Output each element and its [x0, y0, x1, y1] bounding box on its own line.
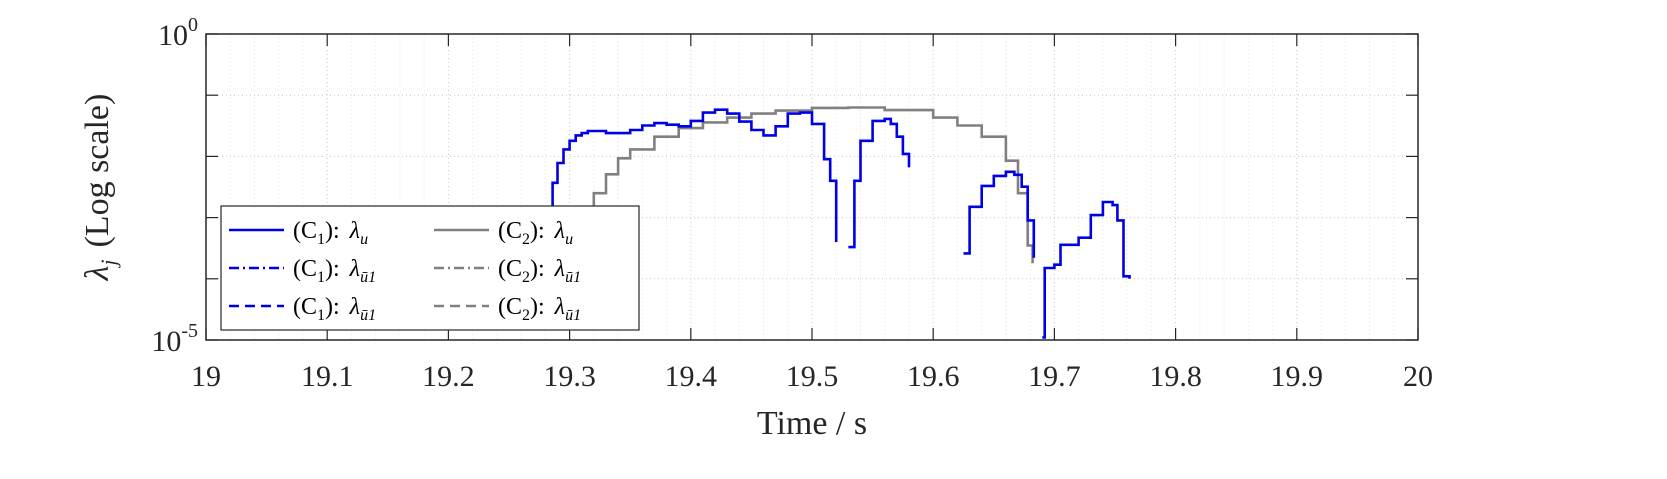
y-tick-label-base: 10	[151, 325, 181, 358]
x-axis-label: Time / s	[757, 405, 867, 442]
y-tick-label-exp: -5	[181, 320, 198, 342]
series-line	[963, 170, 1036, 258]
tick-labels: 19 19.1 19.2 19.3 19.4 19.5 19.6 19.7 19.8 19.9 20…	[151, 14, 1433, 393]
legend-entry: (C2): λu	[498, 218, 573, 248]
y-axis-label-text: (Log scale)	[79, 94, 116, 248]
x-tick-label: 19.8	[1149, 360, 1202, 393]
y-tick-label: 100	[158, 14, 198, 52]
legend: (C1): λu (C1): λū1 (C1): λū1 (C2): λu (C2): …	[220, 205, 640, 331]
y-tick-label-exp: 0	[188, 14, 198, 36]
x-tick-label: 20	[1403, 360, 1433, 393]
x-tick-label: 19	[191, 360, 221, 393]
series-line	[1042, 200, 1131, 339]
series-line	[542, 108, 838, 274]
x-tick-label: 19.6	[907, 360, 960, 393]
legend-entry: (C1): λu	[293, 218, 368, 248]
y-axis-label: λj (Log scale)	[79, 94, 121, 282]
y-tick-label: 10-5	[151, 320, 198, 358]
y-axis-label-symbol: λ	[79, 266, 116, 282]
x-tick-label: 19.4	[665, 360, 718, 393]
legend-entry: (C2): λū1	[498, 294, 581, 324]
y-axis-label-sub: j	[96, 260, 121, 269]
legend-entry: (C2): λū1	[498, 256, 581, 286]
legend-box	[220, 205, 640, 331]
legend-entry: (C1): λū1	[293, 294, 376, 324]
x-tick-label: 19.5	[786, 360, 839, 393]
y-tick-label-base: 10	[158, 19, 188, 52]
ticks	[205, 33, 1419, 341]
x-tick-label: 19.7	[1028, 360, 1081, 393]
series-group	[542, 106, 1131, 339]
series-line	[848, 117, 911, 249]
x-tick-label: 19.3	[543, 360, 596, 393]
legend-entry: (C1): λū1	[293, 256, 376, 286]
x-tick-label: 19.2	[422, 360, 475, 393]
series-line	[569, 106, 1034, 274]
x-tick-label: 19.9	[1271, 360, 1324, 393]
x-tick-label: 19.1	[301, 360, 354, 393]
